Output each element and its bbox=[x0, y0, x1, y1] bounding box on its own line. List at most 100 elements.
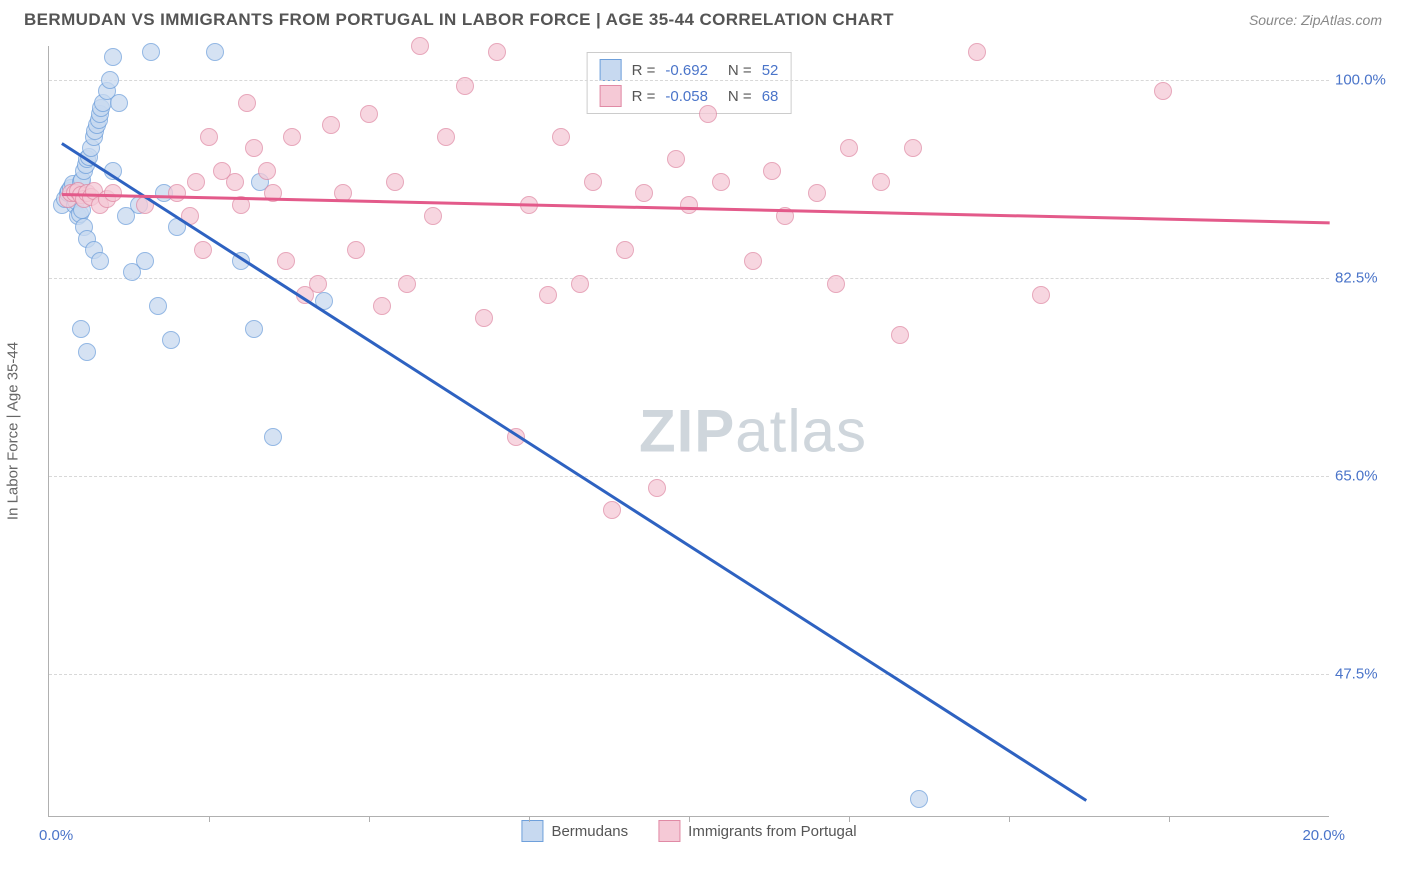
trend-line bbox=[61, 142, 1086, 801]
data-point bbox=[110, 94, 128, 112]
y-axis-label: In Labor Force | Age 35-44 bbox=[5, 342, 22, 520]
data-point bbox=[1032, 286, 1050, 304]
x-tick bbox=[209, 816, 210, 822]
data-point bbox=[283, 128, 301, 146]
data-point bbox=[258, 162, 276, 180]
x-tick bbox=[849, 816, 850, 822]
plot-area: In Labor Force | Age 35-44 ZIPatlas R = … bbox=[48, 46, 1329, 817]
data-point bbox=[360, 105, 378, 123]
legend-label: Bermudans bbox=[551, 823, 628, 840]
y-tick-label: 47.5% bbox=[1335, 666, 1387, 683]
legend-row: R = -0.058 N = 68 bbox=[600, 83, 779, 109]
data-point bbox=[424, 207, 442, 225]
header: BERMUDAN VS IMMIGRANTS FROM PORTUGAL IN … bbox=[0, 0, 1406, 36]
x-min-label: 0.0% bbox=[39, 827, 73, 844]
legend-swatch bbox=[600, 85, 622, 107]
source-label: Source: ZipAtlas.com bbox=[1249, 12, 1382, 28]
data-point bbox=[808, 184, 826, 202]
gridline bbox=[49, 80, 1329, 81]
correlation-legend: R = -0.692 N = 52 R = -0.058 N = 68 bbox=[587, 52, 792, 114]
r-value: -0.692 bbox=[665, 62, 708, 79]
data-point bbox=[475, 309, 493, 327]
data-point bbox=[206, 43, 224, 61]
data-point bbox=[667, 150, 685, 168]
data-point bbox=[891, 326, 909, 344]
y-tick-label: 65.0% bbox=[1335, 468, 1387, 485]
data-point bbox=[245, 320, 263, 338]
n-value: 52 bbox=[762, 62, 779, 79]
data-point bbox=[386, 173, 404, 191]
y-tick-label: 82.5% bbox=[1335, 270, 1387, 287]
data-point bbox=[456, 77, 474, 95]
data-point bbox=[827, 275, 845, 293]
data-point bbox=[680, 196, 698, 214]
data-point bbox=[238, 94, 256, 112]
legend-swatch bbox=[521, 820, 543, 842]
gridline bbox=[49, 476, 1329, 477]
data-point bbox=[904, 139, 922, 157]
data-point bbox=[168, 184, 186, 202]
x-tick bbox=[529, 816, 530, 822]
x-tick bbox=[1169, 816, 1170, 822]
r-label: R = bbox=[632, 88, 656, 105]
data-point bbox=[616, 241, 634, 259]
data-point bbox=[712, 173, 730, 191]
y-tick-label: 100.0% bbox=[1335, 71, 1387, 88]
watermark: ZIPatlas bbox=[639, 397, 867, 466]
data-point bbox=[571, 275, 589, 293]
data-point bbox=[200, 128, 218, 146]
data-point bbox=[101, 71, 119, 89]
data-point bbox=[398, 275, 416, 293]
legend-item: Bermudans bbox=[521, 820, 628, 842]
data-point bbox=[488, 43, 506, 61]
legend-swatch bbox=[600, 59, 622, 81]
data-point bbox=[648, 479, 666, 497]
data-point bbox=[136, 252, 154, 270]
data-point bbox=[968, 43, 986, 61]
n-label: N = bbox=[728, 62, 752, 79]
r-label: R = bbox=[632, 62, 656, 79]
data-point bbox=[149, 297, 167, 315]
data-point bbox=[309, 275, 327, 293]
n-label: N = bbox=[728, 88, 752, 105]
x-tick bbox=[369, 816, 370, 822]
data-point bbox=[1154, 82, 1172, 100]
data-point bbox=[347, 241, 365, 259]
data-point bbox=[322, 116, 340, 134]
data-point bbox=[411, 37, 429, 55]
x-tick bbox=[1009, 816, 1010, 822]
series-legend: Bermudans Immigrants from Portugal bbox=[521, 820, 856, 842]
data-point bbox=[142, 43, 160, 61]
data-point bbox=[187, 173, 205, 191]
x-max-label: 20.0% bbox=[1302, 827, 1345, 844]
data-point bbox=[699, 105, 717, 123]
n-value: 68 bbox=[762, 88, 779, 105]
data-point bbox=[584, 173, 602, 191]
legend-label: Immigrants from Portugal bbox=[688, 823, 856, 840]
plot-container: In Labor Force | Age 35-44 ZIPatlas R = … bbox=[48, 46, 1388, 846]
data-point bbox=[78, 343, 96, 361]
data-point bbox=[552, 128, 570, 146]
data-point bbox=[539, 286, 557, 304]
legend-swatch bbox=[658, 820, 680, 842]
data-point bbox=[194, 241, 212, 259]
r-value: -0.058 bbox=[665, 88, 708, 105]
legend-item: Immigrants from Portugal bbox=[658, 820, 856, 842]
chart-title: BERMUDAN VS IMMIGRANTS FROM PORTUGAL IN … bbox=[24, 10, 894, 30]
data-point bbox=[603, 501, 621, 519]
data-point bbox=[91, 252, 109, 270]
data-point bbox=[104, 48, 122, 66]
data-point bbox=[437, 128, 455, 146]
data-point bbox=[373, 297, 391, 315]
data-point bbox=[635, 184, 653, 202]
data-point bbox=[245, 139, 263, 157]
gridline bbox=[49, 674, 1329, 675]
data-point bbox=[910, 790, 928, 808]
data-point bbox=[763, 162, 781, 180]
data-point bbox=[72, 320, 90, 338]
gridline bbox=[49, 278, 1329, 279]
x-tick bbox=[689, 816, 690, 822]
data-point bbox=[840, 139, 858, 157]
data-point bbox=[162, 331, 180, 349]
data-point bbox=[226, 173, 244, 191]
